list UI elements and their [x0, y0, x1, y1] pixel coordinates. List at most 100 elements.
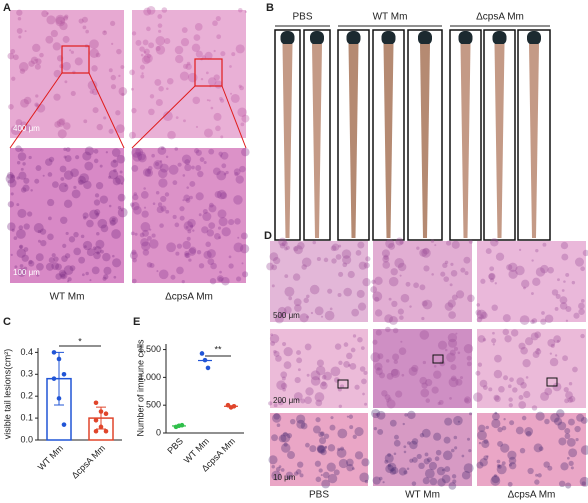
tissue-texture [242, 271, 249, 278]
tissue-texture [535, 267, 546, 277]
tissue-texture [572, 366, 578, 373]
data-point [56, 356, 62, 362]
tissue-texture [419, 376, 428, 385]
tissue-texture [147, 170, 151, 174]
tissue-texture [91, 65, 98, 72]
tissue-texture [185, 252, 191, 259]
tissue-texture [540, 264, 549, 274]
tissue-texture [289, 418, 296, 425]
tissue-texture [69, 49, 72, 52]
tissue-texture [287, 451, 295, 460]
tissue-texture [509, 462, 517, 470]
tissue-texture [564, 428, 571, 434]
tissue-texture [16, 248, 26, 258]
tissue-texture [422, 477, 430, 485]
tissue-texture [48, 216, 52, 221]
tissue-texture [51, 262, 60, 270]
tissue-texture [518, 395, 524, 400]
tissue-texture [208, 222, 216, 230]
tissue-texture [149, 262, 155, 268]
tissue-texture [131, 202, 140, 211]
tissue-texture [534, 479, 540, 485]
tissue-texture [393, 439, 401, 447]
tissue-texture [283, 347, 293, 357]
tissue-texture [63, 170, 74, 180]
tissue-texture [19, 244, 24, 249]
tissue-texture [494, 395, 501, 403]
tissue-texture [507, 450, 517, 460]
tissue-texture [5, 173, 16, 184]
tissue-texture [374, 276, 383, 286]
tissue-texture [109, 216, 118, 225]
tissue-texture [217, 209, 227, 219]
tissue-texture [22, 184, 30, 192]
tissue-texture [92, 107, 99, 114]
tissue-texture [492, 343, 495, 346]
tissue-texture [419, 284, 426, 291]
panel-caption: ΔcpsA Mm [165, 292, 213, 303]
tissue-texture [485, 248, 492, 255]
tail [282, 44, 293, 238]
tissue-texture [299, 313, 309, 323]
tissue-texture [141, 210, 149, 218]
tissue-texture [316, 359, 325, 367]
tissue-texture [375, 413, 379, 416]
tail [383, 44, 394, 238]
tissue-texture [331, 243, 340, 251]
tissue-texture [351, 467, 355, 471]
tissue-texture [18, 171, 27, 180]
tissue-texture [518, 248, 522, 251]
tissue-texture [282, 387, 286, 392]
tissue-texture [568, 395, 576, 403]
tissue-texture [522, 359, 531, 368]
tissue-texture [557, 421, 567, 431]
tissue-texture [276, 423, 281, 428]
tissue-texture [448, 338, 458, 348]
tissue-texture [321, 381, 327, 387]
tissue-texture [418, 462, 425, 470]
tissue-texture [550, 413, 560, 423]
tissue-texture [134, 232, 138, 236]
tissue-texture [440, 271, 446, 277]
tissue-texture [189, 181, 196, 187]
y-tick-label: 0.0 [20, 434, 33, 444]
tissue-texture [146, 6, 156, 15]
tissue-texture [306, 294, 310, 299]
tissue-texture [549, 357, 559, 367]
tissue-texture [382, 255, 390, 263]
tissue-texture [244, 10, 247, 13]
tissue-texture [183, 221, 194, 231]
tissue-texture [288, 296, 293, 301]
tissue-texture [93, 158, 99, 164]
tissue-texture [393, 359, 398, 365]
tissue-texture [195, 125, 199, 129]
tissue-texture [400, 340, 403, 343]
tissue-texture [431, 386, 439, 394]
tissue-texture [228, 219, 235, 226]
tissue-texture [327, 288, 333, 294]
tissue-texture [47, 172, 53, 177]
tissue-texture [321, 315, 324, 318]
tissue-texture [35, 103, 39, 107]
tail-tip [381, 31, 396, 45]
tail [529, 44, 539, 238]
tissue-texture [30, 56, 39, 65]
tissue-texture [210, 262, 217, 270]
tissue-texture [388, 397, 392, 401]
tissue-texture [447, 299, 456, 308]
tissue-texture [479, 458, 488, 467]
tissue-texture [184, 251, 190, 256]
tissue-texture [416, 246, 420, 250]
tissue-texture [206, 99, 209, 102]
tissue-texture [230, 92, 233, 95]
tissue-texture [299, 473, 304, 478]
tissue-texture [120, 65, 125, 69]
tissue-texture [384, 453, 394, 463]
tissue-texture [8, 103, 14, 110]
tissue-texture [324, 446, 327, 450]
tissue-texture [185, 226, 189, 229]
tissue-texture [504, 335, 512, 343]
tissue-texture [277, 399, 284, 406]
tissue-texture [497, 426, 503, 433]
tissue-texture [281, 376, 286, 381]
